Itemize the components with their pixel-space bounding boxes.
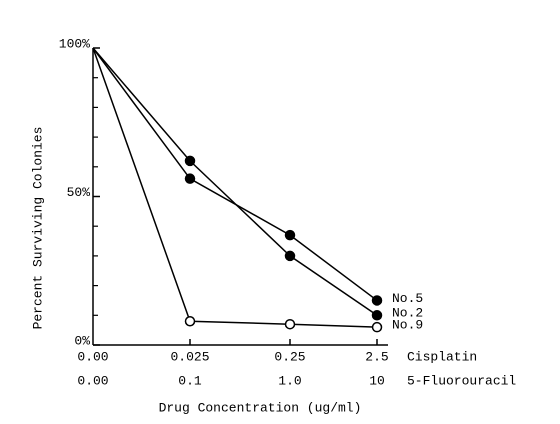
series-line: [92, 47, 378, 328]
x-tick-label: 2.5: [365, 349, 388, 364]
data-point: [284, 229, 296, 241]
series-label: No.9: [392, 318, 423, 333]
data-point: [371, 295, 383, 306]
x-row-name: 5-Fluorouracil: [407, 373, 516, 388]
x-tick-label: 1.0: [278, 373, 301, 388]
y-tick-label: 50%: [67, 185, 91, 200]
x-axis-label: Drug Concentration (ug/ml): [159, 400, 362, 415]
x-row-name: Cisplatin: [407, 349, 477, 364]
y-axis-label: Percent Surviving Colonies: [30, 127, 45, 330]
data-point: [184, 155, 196, 167]
series-line: [92, 47, 378, 316]
x-tick-label: 0.00: [77, 373, 108, 388]
x-tick-label: 0.025: [170, 349, 209, 364]
data-point: [371, 321, 383, 333]
data-point: [284, 250, 296, 262]
series-label: No.5: [392, 291, 423, 306]
data-point: [184, 315, 196, 327]
data-point: [371, 310, 383, 321]
data-point: [184, 173, 196, 184]
y-tick-label: 100%: [59, 36, 90, 51]
x-tick-label: 10: [369, 373, 385, 388]
x-tick-label: 0.00: [77, 349, 108, 364]
y-tick-label: 0%: [74, 333, 90, 348]
data-point: [284, 318, 296, 330]
series-line: [92, 47, 378, 302]
series-label: No.2: [392, 306, 423, 321]
x-tick-label: 0.1: [178, 373, 202, 388]
x-tick-label: 0.25: [274, 349, 305, 364]
